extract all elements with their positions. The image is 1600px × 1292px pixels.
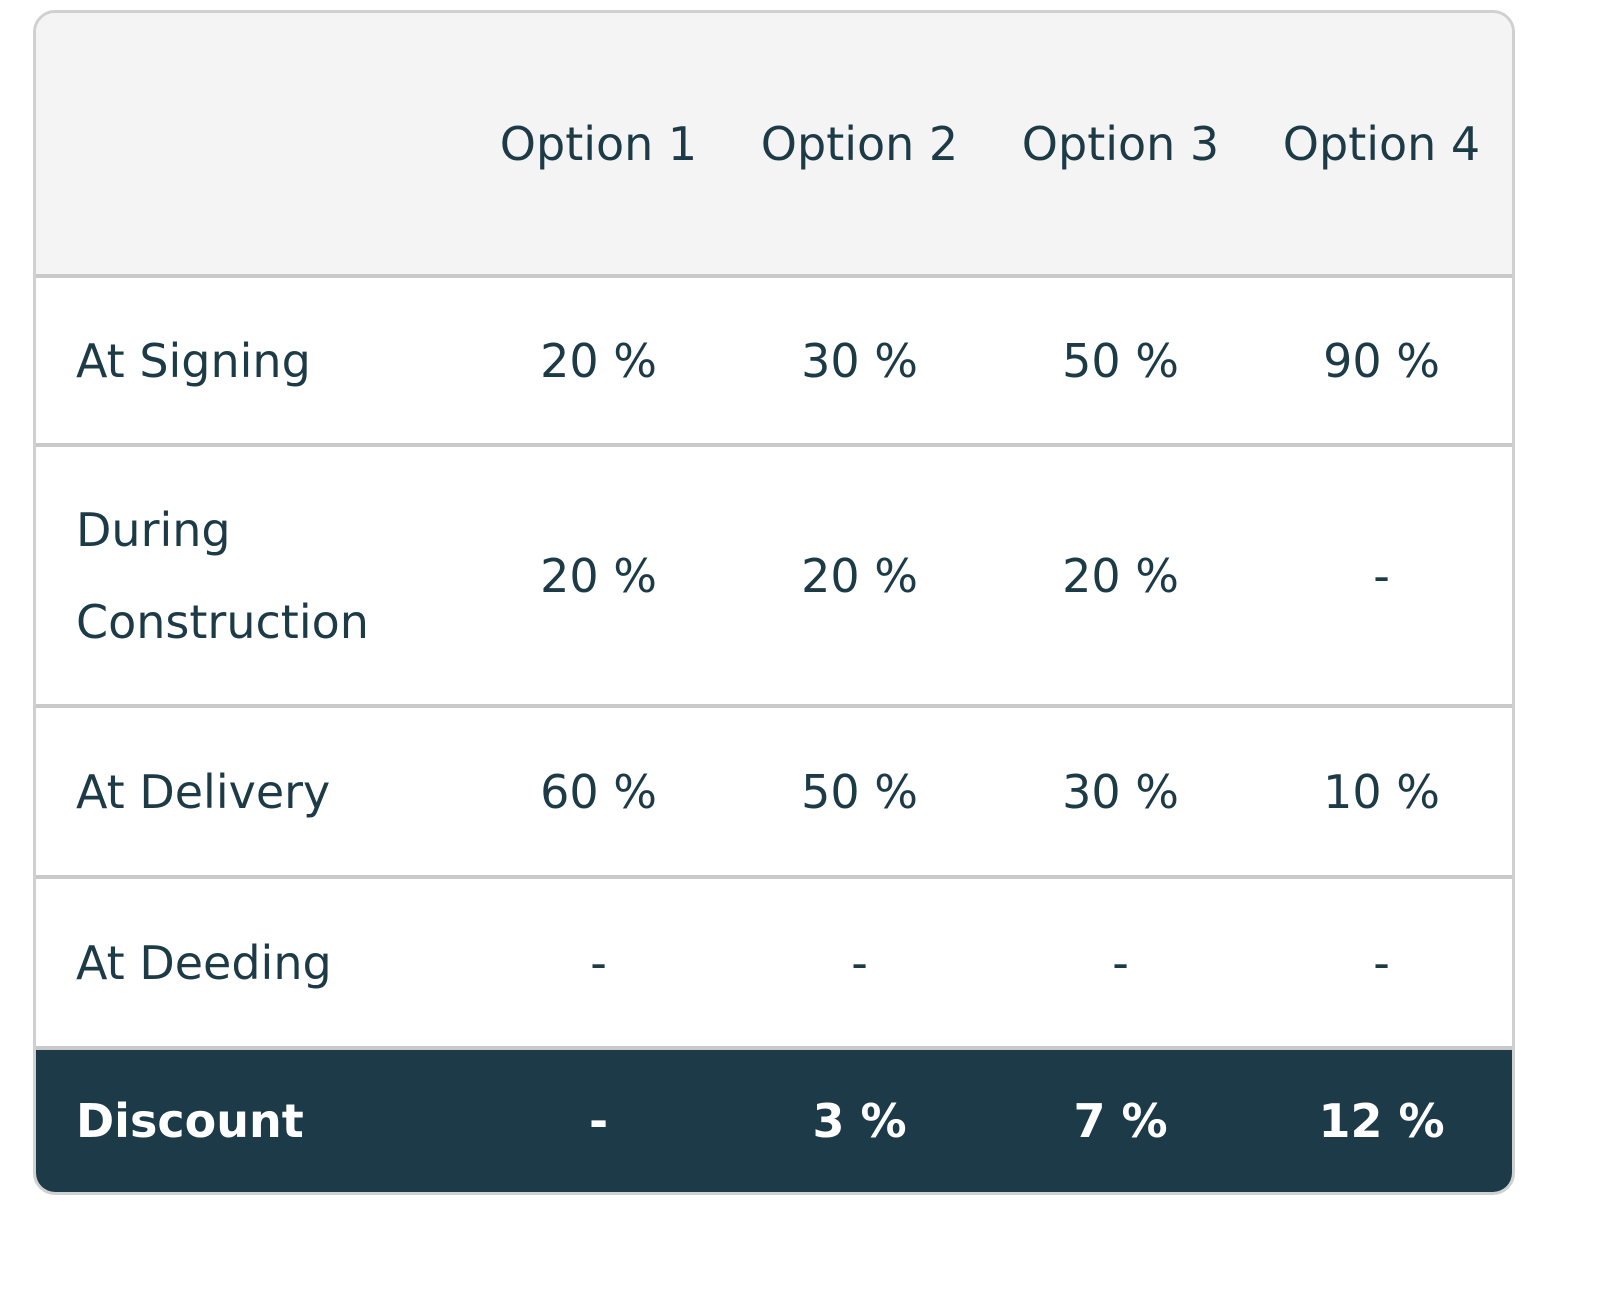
row-label: At Deeding — [36, 875, 468, 1046]
value-cell: 7 % — [990, 1046, 1251, 1192]
column-header: Option 2 — [729, 13, 990, 274]
value-cell-text: - — [590, 935, 607, 990]
value-cell-text: - — [588, 1094, 609, 1148]
row-label-text: Discount — [76, 1094, 304, 1148]
value-cell-text: 60 % — [540, 764, 657, 819]
value-cell: 10 % — [1251, 704, 1512, 875]
payment-table: Option 1 Option 2 Option 3 Option 4 At Signi… — [33, 10, 1515, 1195]
value-cell-text: - — [1373, 935, 1390, 990]
value-cell-text: 20 % — [1062, 548, 1179, 603]
row-label: At Delivery — [36, 704, 468, 875]
value-cell: 3 % — [729, 1046, 990, 1192]
value-cell: 30 % — [990, 704, 1251, 875]
row-label-text: At Delivery — [76, 764, 331, 819]
value-cell-text: 50 % — [1062, 333, 1179, 388]
value-cell-text: 10 % — [1323, 764, 1440, 819]
value-cell-text: - — [1112, 935, 1129, 990]
value-cell-text: 12 % — [1318, 1094, 1445, 1148]
value-cell-text: 20 % — [801, 548, 918, 603]
value-cell: 30 % — [729, 274, 990, 443]
value-cell: - — [468, 875, 729, 1046]
value-cell-text: 30 % — [801, 333, 918, 388]
column-header-text: Option 3 — [1021, 116, 1220, 171]
header-corner — [36, 13, 468, 274]
value-cell: - — [990, 875, 1251, 1046]
value-cell: 50 % — [990, 274, 1251, 443]
value-cell: 12 % — [1251, 1046, 1512, 1192]
column-header-text: Option 1 — [499, 116, 698, 171]
value-cell-text: 50 % — [801, 764, 918, 819]
value-cell-text: 7 % — [1073, 1094, 1168, 1148]
row-label-text: During Construction — [76, 502, 369, 649]
column-header-text: Option 2 — [760, 116, 959, 171]
value-cell-text: 3 % — [812, 1094, 907, 1148]
value-cell: - — [729, 875, 990, 1046]
value-cell: 20 % — [468, 443, 729, 704]
value-cell-text: - — [851, 935, 868, 990]
column-header-text: Option 4 — [1282, 116, 1481, 171]
row-label: At Signing — [36, 274, 468, 443]
value-cell: 60 % — [468, 704, 729, 875]
value-cell-text: 90 % — [1323, 333, 1440, 388]
value-cell: 20 % — [468, 274, 729, 443]
column-header: Option 1 — [468, 13, 729, 274]
value-cell: 20 % — [990, 443, 1251, 704]
column-header: Option 3 — [990, 13, 1251, 274]
value-cell-text: 20 % — [540, 333, 657, 388]
row-label: During Construction — [36, 443, 468, 704]
value-cell: 20 % — [729, 443, 990, 704]
row-label-text: At Signing — [76, 333, 311, 388]
value-cell-text: 20 % — [540, 548, 657, 603]
value-cell: - — [1251, 875, 1512, 1046]
row-label: Discount — [36, 1046, 468, 1192]
value-cell-text: 30 % — [1062, 764, 1179, 819]
value-cell: - — [1251, 443, 1512, 704]
value-cell: 90 % — [1251, 274, 1512, 443]
column-header: Option 4 — [1251, 13, 1512, 274]
value-cell: 50 % — [729, 704, 990, 875]
value-cell: - — [468, 1046, 729, 1192]
value-cell-text: - — [1373, 548, 1390, 603]
row-label-text: At Deeding — [76, 935, 332, 990]
